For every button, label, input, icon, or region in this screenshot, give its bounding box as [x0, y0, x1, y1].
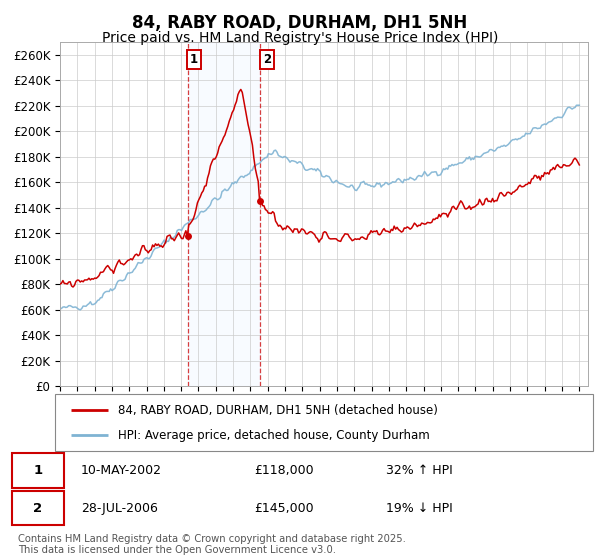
FancyBboxPatch shape — [55, 394, 593, 451]
Text: Contains HM Land Registry data © Crown copyright and database right 2025.
This d: Contains HM Land Registry data © Crown c… — [18, 534, 406, 556]
Text: £145,000: £145,000 — [254, 502, 314, 515]
Text: Price paid vs. HM Land Registry's House Price Index (HPI): Price paid vs. HM Land Registry's House … — [102, 31, 498, 45]
Text: 19% ↓ HPI: 19% ↓ HPI — [386, 502, 453, 515]
Text: 1: 1 — [190, 53, 199, 66]
Text: 1: 1 — [34, 464, 43, 477]
Text: £118,000: £118,000 — [254, 464, 314, 477]
Text: 28-JUL-2006: 28-JUL-2006 — [81, 502, 158, 515]
Text: 2: 2 — [34, 502, 43, 515]
Text: 2: 2 — [263, 53, 271, 66]
FancyBboxPatch shape — [12, 453, 64, 488]
Text: HPI: Average price, detached house, County Durham: HPI: Average price, detached house, Coun… — [118, 428, 430, 442]
Bar — [188, 42, 260, 386]
Text: 10-MAY-2002: 10-MAY-2002 — [81, 464, 162, 477]
Text: 84, RABY ROAD, DURHAM, DH1 5NH: 84, RABY ROAD, DURHAM, DH1 5NH — [133, 14, 467, 32]
Text: 32% ↑ HPI: 32% ↑ HPI — [386, 464, 453, 477]
FancyBboxPatch shape — [12, 491, 64, 525]
Text: 84, RABY ROAD, DURHAM, DH1 5NH (detached house): 84, RABY ROAD, DURHAM, DH1 5NH (detached… — [118, 404, 438, 417]
